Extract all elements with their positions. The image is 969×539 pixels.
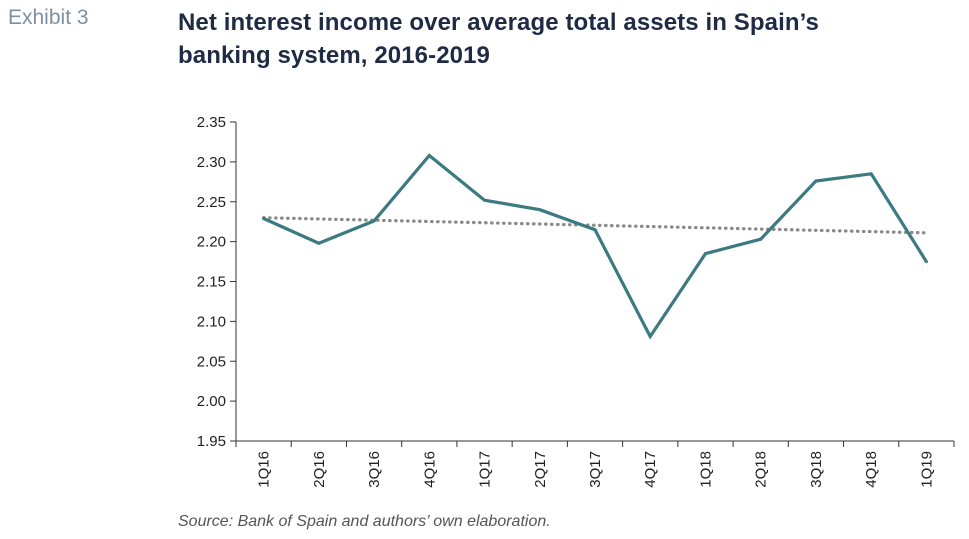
y-tick-label: 2.00 [197,393,226,410]
x-tick-label: 1Q19 [918,451,935,488]
source-note: Source: Bank of Spain and authors’ own e… [178,513,551,530]
x-tick-label: 2Q17 [532,451,549,488]
data-point [538,208,542,212]
chart-title-line-2: banking system, 2016-2019 [178,42,491,69]
trendline-path [262,216,928,235]
y-tick-label: 2.25 [197,194,226,211]
series-line [262,153,928,340]
y-tick-label: 2.30 [197,154,226,171]
y-tick-label: 2.10 [197,313,226,330]
y-tick-label: 2.35 [197,114,226,131]
data-point [593,228,597,232]
data-point [483,198,487,202]
data-point [648,335,652,339]
data-point [759,237,763,241]
x-tick-label: 3Q17 [587,451,604,488]
data-point [317,241,321,245]
data-point [262,216,266,220]
y-axis: 1.95 2.00 2.05 2.10 2.15 2.20 2.25 2.30 2.35 [197,114,237,450]
x-tick-label: 2Q16 [311,451,328,488]
x-tick-label: 1Q18 [697,451,714,488]
x-tick-label: 2Q18 [753,451,770,488]
x-tick-label: 3Q16 [366,451,383,488]
y-tick-label: 1.95 [197,433,226,450]
data-point [924,260,928,264]
chart-title-line-1: Net interest income over average total a… [178,9,819,36]
x-tick-label: 4Q16 [421,451,438,488]
data-point [814,179,818,183]
x-tick-label: 4Q18 [863,451,880,488]
data-point [372,219,376,223]
y-tick-label: 2.15 [197,274,226,291]
x-tick-label: 1Q16 [256,451,273,488]
x-axis: 1Q16 2Q16 3Q16 4Q16 1Q17 2Q17 3Q17 4Q17 1Q18 2Q18… [235,440,955,488]
x-tick-label: 4Q17 [642,451,659,488]
chart-title: Net interest income over average total a… [178,6,938,72]
data-point [869,172,873,176]
y-tick-label: 2.05 [197,353,226,370]
y-tick-label: 2.20 [197,234,226,251]
data-point [427,153,431,157]
series [262,153,928,340]
exhibit-label: Exhibit 3 [8,6,89,29]
trendline [262,216,928,235]
x-tick-label: 3Q18 [808,451,825,488]
data-point [703,252,707,256]
x-tick-label: 1Q17 [477,451,494,488]
